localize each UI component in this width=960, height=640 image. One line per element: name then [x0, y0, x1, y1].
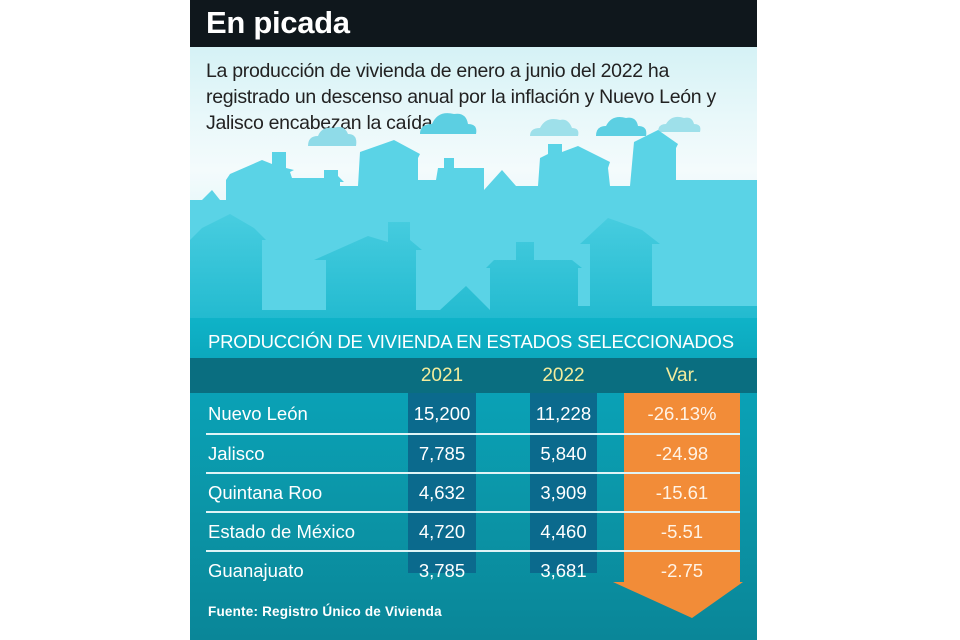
value-2022: 3,681 [540, 560, 587, 581]
down-arrow-icon [613, 393, 743, 618]
value-2022: 4,460 [540, 521, 587, 542]
infographic-panel: En picada La producción de vivienda de e… [190, 0, 757, 640]
value-2022: 5,840 [540, 443, 587, 464]
state-name: Quintana Roo [208, 482, 323, 503]
table-row: Jalisco 7,785 5,840 -24.98 [190, 434, 757, 473]
value-2021: 4,720 [418, 521, 466, 542]
state-name: Nuevo León [208, 403, 308, 424]
state-name: Estado de México [208, 521, 356, 542]
state-name: Jalisco [208, 443, 265, 464]
table-header-row: 2021 2022 Var. [190, 358, 757, 393]
column-header-2021: 2021 [420, 365, 464, 386]
intro-text: La producción de vivienda de enero a jun… [206, 60, 716, 134]
value-2022: 3,909 [540, 482, 587, 503]
value-2021: 3,785 [418, 560, 466, 581]
table-row: Quintana Roo 4,632 3,909 -15.61 [190, 473, 757, 512]
cloud-icon [596, 117, 647, 136]
row-divider [206, 511, 740, 513]
table-row: Guanajuato 3,785 3,681 -2.75 [190, 551, 757, 590]
column-2021-background [408, 393, 476, 573]
title-bar: En picada [190, 0, 757, 47]
value-2021: 4,632 [418, 482, 466, 503]
column-header-var: Var. [665, 365, 699, 386]
value-variation: -26.13% [647, 403, 717, 424]
value-variation: -15.61 [655, 482, 709, 503]
cloud-icon [420, 113, 477, 134]
source-note: Fuente: Registro Único de Vivienda [208, 604, 442, 619]
state-name: Guanajuato [208, 560, 304, 581]
row-divider [206, 433, 740, 435]
table-title: PRODUCCIÓN DE VIVIENDA EN ESTADOS SELECC… [208, 331, 734, 352]
table-row: Nuevo León 15,200 11,228 -26.13% [190, 394, 757, 433]
cloud-icon [308, 126, 357, 146]
value-variation: -24.98 [655, 443, 709, 464]
value-variation: -2.75 [660, 560, 704, 581]
row-divider [206, 550, 740, 552]
housing-production-table: PRODUCCIÓN DE VIVIENDA EN ESTADOS SELECC… [190, 318, 757, 640]
page-title: En picada [206, 5, 350, 40]
cloud-icon [658, 116, 701, 132]
table-row: Estado de México 4,720 4,460 -5.51 [190, 512, 757, 551]
column-2022-background [530, 393, 597, 573]
value-2021: 15,200 [413, 403, 471, 424]
value-2021: 7,785 [418, 443, 466, 464]
cloud-icon [530, 119, 579, 136]
column-header-2022: 2022 [542, 365, 585, 386]
value-2022: 11,228 [535, 403, 592, 424]
value-variation: -5.51 [660, 521, 704, 542]
row-divider [206, 472, 740, 474]
clouds [308, 113, 701, 146]
